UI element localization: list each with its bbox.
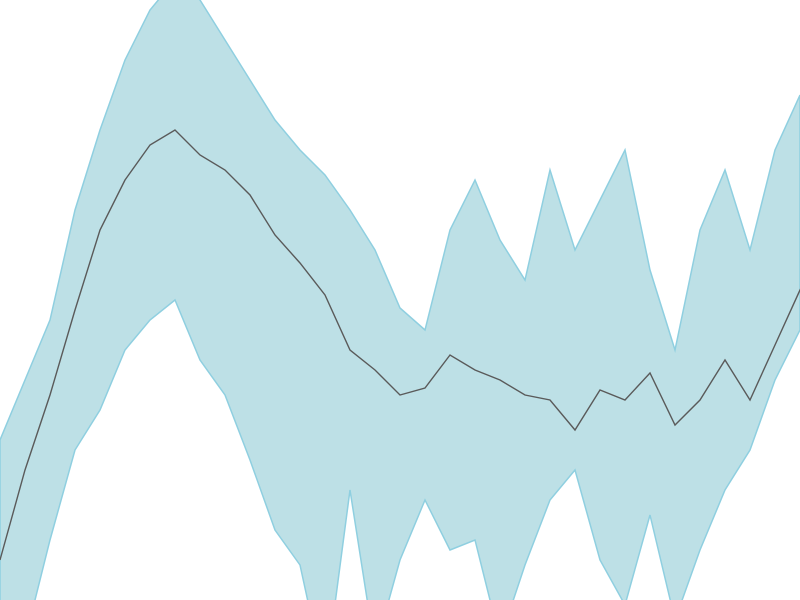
confidence-band (0, 0, 800, 600)
confidence-band-chart (0, 0, 800, 600)
